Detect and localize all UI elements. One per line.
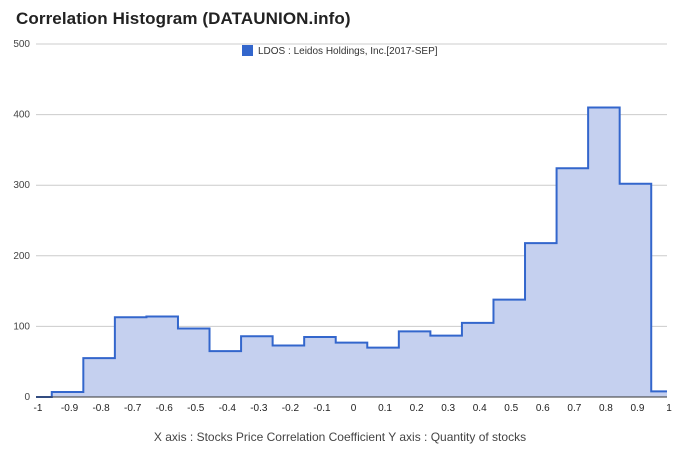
y-axis-ticks: 0 100 200 300 400 500	[13, 39, 30, 403]
x-tick-label: 0.6	[536, 403, 550, 414]
x-axis-ticks: -1 -0.9 -0.8 -0.7 -0.6 -0.5 -0.4 -0.3 -0.2 -0.1 0 0…	[34, 403, 673, 414]
x-tick-label: -0.1	[313, 403, 331, 414]
x-tick-label: -0.4	[219, 403, 237, 414]
y-tick-label: 300	[13, 180, 30, 191]
x-tick-label: 0.8	[599, 403, 613, 414]
y-tick-label: 500	[13, 39, 30, 50]
y-tick-label: 0	[24, 392, 30, 403]
x-tick-label: -0.2	[282, 403, 300, 414]
x-tick-label: 0	[351, 403, 357, 414]
chart-title: Correlation Histogram (DATAUNION.info)	[16, 9, 351, 28]
x-tick-label: -0.3	[250, 403, 268, 414]
series-area	[36, 106, 667, 398]
y-tick-label: 200	[13, 251, 30, 262]
x-tick-label: 0.4	[473, 403, 487, 414]
x-tick-label: 0.9	[630, 403, 644, 414]
x-tick-label: 0.7	[567, 403, 581, 414]
legend[interactable]: LDOS : Leidos Holdings, Inc.[2017-SEP]	[242, 45, 438, 57]
series-area-fill	[36, 107, 667, 397]
y-tick-label: 100	[13, 321, 30, 332]
x-tick-label: -0.8	[92, 403, 110, 414]
x-tick-label: -0.7	[124, 403, 142, 414]
legend-swatch	[242, 45, 253, 56]
x-tick-label: 0.2	[410, 403, 424, 414]
x-tick-label: -0.9	[61, 403, 79, 414]
axis-caption: X axis : Stocks Price Correlation Coeffi…	[153, 430, 527, 444]
legend-label: LDOS : Leidos Holdings, Inc.[2017-SEP]	[258, 46, 438, 57]
x-tick-label: -1	[34, 403, 43, 414]
series-line	[36, 106, 667, 398]
x-tick-label: -0.6	[156, 403, 174, 414]
x-tick-label: 0.3	[441, 403, 455, 414]
x-tick-label: -0.5	[187, 403, 205, 414]
x-tick-label: 1	[666, 403, 672, 414]
x-tick-label: 0.5	[504, 403, 518, 414]
x-tick-label: 0.1	[378, 403, 392, 414]
y-tick-label: 400	[13, 110, 30, 121]
